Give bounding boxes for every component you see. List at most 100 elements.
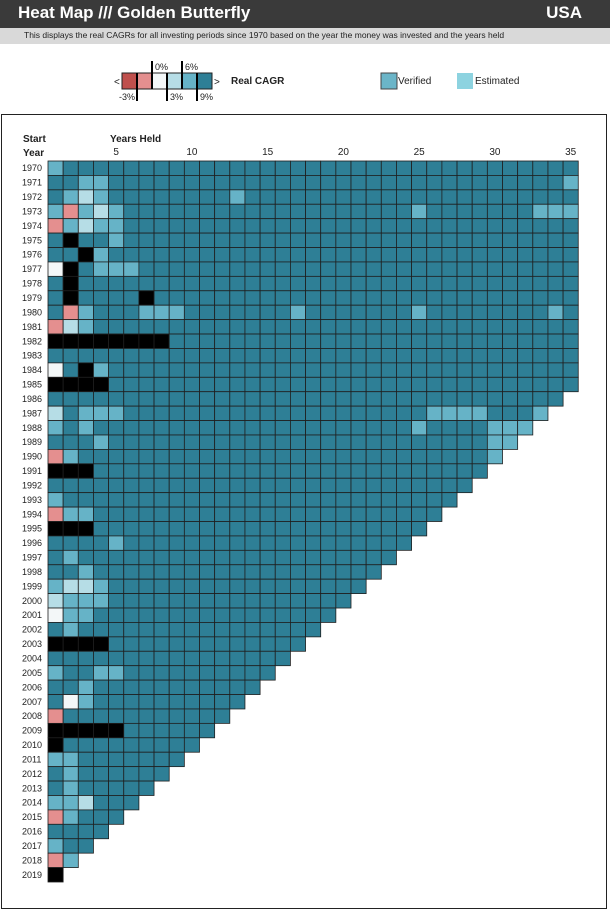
heatmap-cell — [411, 218, 428, 234]
heatmap-cell — [259, 434, 276, 450]
heatmap-cell — [335, 261, 352, 277]
heatmap-cell — [138, 636, 155, 652]
heatmap-cell — [350, 391, 367, 407]
heatmap-cell — [456, 333, 473, 349]
heatmap-cell — [305, 203, 322, 220]
heatmap-cell — [502, 232, 519, 248]
heatmap-cell — [199, 593, 216, 609]
heatmap-cell — [214, 434, 231, 450]
heatmap-cell — [289, 232, 306, 248]
heatmap-cell — [274, 232, 291, 248]
heatmap-cell — [93, 766, 109, 782]
heatmap-cell — [259, 578, 276, 594]
heatmap-cell — [153, 175, 170, 191]
heatmap-cell — [229, 362, 246, 378]
heatmap-cell — [320, 304, 337, 321]
heatmap-cell — [305, 506, 322, 522]
heatmap-cell — [517, 160, 534, 176]
heatmap-cell — [108, 189, 125, 205]
heatmap-cell — [183, 521, 200, 537]
heatmap-cell — [274, 636, 291, 652]
heatmap-cell — [199, 477, 216, 494]
heatmap-cell — [320, 564, 337, 580]
heatmap-cell — [244, 506, 261, 522]
heatmap-cell — [62, 607, 79, 623]
heatmap-cell — [214, 463, 231, 479]
heatmap-cell — [47, 218, 64, 234]
x-tick-labels: 5 10 15 20 25 30 35 — [113, 147, 576, 158]
heatmap-cell — [77, 823, 94, 840]
heatmap-cell — [199, 362, 216, 378]
heatmap-cell — [138, 175, 155, 191]
heatmap-cell — [456, 391, 473, 407]
heatmap-cell — [108, 607, 125, 623]
heatmap-cell — [380, 261, 397, 277]
heatmap-cell — [62, 189, 79, 205]
heatmap-cell — [183, 247, 200, 263]
heatmap-cell — [108, 261, 125, 277]
heatmap-cell — [138, 650, 155, 667]
heatmap-cell — [183, 564, 200, 580]
heatmap-cell — [411, 160, 428, 176]
heatmap-cell — [62, 463, 79, 479]
heatmap-cell — [138, 593, 155, 609]
heatmap-cell — [168, 477, 185, 494]
heatmap-cell — [320, 290, 337, 306]
heatmap-cell — [335, 535, 352, 551]
heatmap-cell — [305, 391, 322, 407]
heatmap-cell — [289, 636, 306, 652]
heatmap-cell — [77, 521, 94, 537]
heatmap-cell — [138, 751, 155, 768]
heatmap-cell — [305, 405, 322, 421]
heatmap-cell — [441, 290, 458, 306]
heatmap-cell — [153, 521, 170, 537]
heatmap-cell — [471, 275, 488, 292]
heatmap-cell — [441, 261, 458, 277]
heatmap-cell — [229, 261, 246, 277]
heatmap-cell — [274, 492, 291, 508]
heatmap-cell — [486, 434, 503, 450]
heatmap-cell — [396, 189, 413, 205]
heatmap-cell — [93, 247, 109, 263]
heatmap-cell — [350, 160, 367, 176]
heatmap-cell — [93, 232, 109, 248]
y-tick-label: 2014 — [22, 798, 42, 808]
heatmap-cell — [168, 463, 185, 479]
heatmap-cell — [183, 636, 200, 652]
heatmap-cell — [183, 189, 200, 205]
heatmap-cell — [47, 477, 64, 494]
heatmap-cell — [441, 333, 458, 349]
heatmap-cell — [426, 319, 443, 335]
heatmap-cell — [62, 578, 79, 594]
heatmap-cell — [350, 218, 367, 234]
heatmap-cell — [199, 247, 216, 263]
heatmap-cell — [305, 247, 322, 263]
heatmap-cell — [244, 650, 261, 667]
heatmap-cell — [411, 391, 428, 407]
heatmap-cell — [456, 405, 473, 421]
y-tick-label: 1977 — [22, 264, 42, 274]
heatmap-cell — [168, 694, 185, 710]
heatmap-cell — [289, 333, 306, 349]
heatmap-cell — [123, 549, 140, 566]
heatmap-cell — [183, 232, 200, 248]
heatmap-cell — [47, 578, 64, 594]
heatmap-cell — [214, 607, 231, 623]
heatmap-cell — [108, 463, 125, 479]
heatmap-cell — [259, 607, 276, 623]
heatmap-cell — [471, 376, 488, 393]
heatmap-cell — [426, 304, 443, 321]
heatmap-cell — [47, 232, 64, 248]
heatmap-cell — [77, 564, 94, 580]
heatmap-cell — [380, 175, 397, 191]
heatmap-cell — [289, 348, 306, 364]
heatmap-cell — [123, 420, 140, 436]
heatmap-cell — [168, 564, 185, 580]
heatmap-cell — [502, 261, 519, 277]
heatmap-cell — [229, 636, 246, 652]
heatmap-cell — [305, 275, 322, 292]
heatmap-cell — [108, 420, 125, 436]
heatmap-cell — [562, 218, 579, 234]
y-tick-label: 1989 — [22, 437, 42, 447]
heatmap-cell — [199, 261, 216, 277]
